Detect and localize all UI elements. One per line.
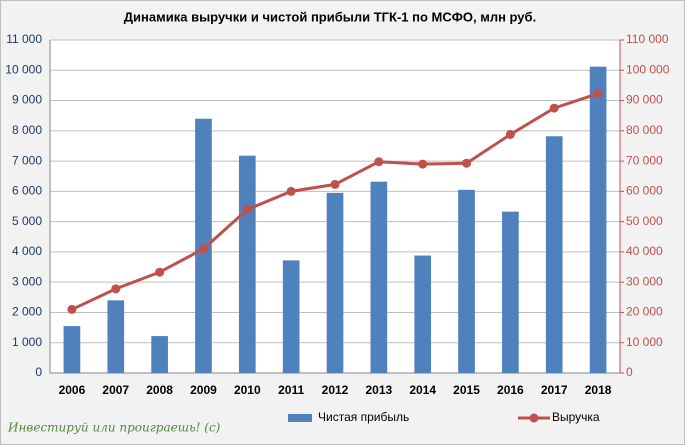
line-marker	[67, 304, 77, 314]
y2-tick-label: 70 000	[626, 153, 663, 167]
bar	[151, 336, 168, 373]
x-tick-label: 2006	[59, 383, 86, 397]
bar	[414, 255, 432, 373]
x-tick-label: 2011	[278, 383, 304, 397]
line-marker	[505, 129, 515, 139]
x-tick-label: 2007	[102, 383, 129, 397]
y2-tick-label: 110 000	[626, 32, 669, 46]
y2-tick-label: 50 000	[626, 214, 663, 228]
y2-tick-label: 30 000	[626, 274, 663, 288]
bar	[589, 66, 607, 373]
y-tick-label: 11 000	[6, 32, 42, 46]
y2-tick-label: 60 000	[626, 184, 663, 198]
line-marker	[330, 179, 340, 189]
x-tick-label: 2009	[190, 383, 217, 397]
line-marker	[155, 267, 165, 277]
y2-tick-label: 100 000	[626, 62, 670, 76]
y-tick-label: 2 000	[12, 305, 42, 319]
line-marker	[111, 284, 121, 294]
bar	[238, 155, 256, 373]
x-tick-label: 2015	[453, 383, 480, 397]
bar	[545, 136, 563, 373]
chart-title: Динамика выручки и чистой прибыли ТГК-1 …	[124, 9, 536, 24]
x-tick-label: 2008	[146, 383, 173, 397]
line-marker	[418, 159, 428, 169]
y2-tick-label: 80 000	[626, 123, 663, 137]
y-tick-label: 3 000	[12, 274, 42, 288]
bar	[458, 189, 475, 373]
x-tick-label: 2013	[365, 383, 392, 397]
y2-tick-label: 20 000	[626, 305, 663, 319]
y-tick-label: 8 000	[12, 123, 42, 137]
y2-tick-label: 10 000	[626, 335, 663, 349]
legend-label: Чистая прибыль	[318, 410, 409, 424]
y2-tick-label: 0	[626, 365, 633, 379]
x-tick-label: 2016	[497, 383, 524, 397]
legend-label: Выручка	[552, 410, 600, 424]
y-tick-label: 10 000	[5, 62, 42, 76]
line-marker	[374, 157, 384, 167]
legend-swatch	[288, 414, 312, 422]
bar	[282, 260, 300, 373]
x-tick-label: 2010	[234, 383, 261, 397]
y-tick-label: 5 000	[12, 214, 42, 228]
y2-tick-label: 90 000	[626, 93, 663, 107]
y-tick-label: 7 000	[12, 153, 42, 167]
bar	[502, 211, 519, 373]
legend-swatch	[529, 413, 539, 423]
line-marker	[242, 205, 252, 215]
line-marker	[198, 244, 208, 254]
line-marker	[286, 186, 296, 196]
x-tick-label: 2018	[585, 383, 612, 397]
y-tick-label: 4 000	[12, 244, 42, 258]
line-marker	[593, 89, 603, 99]
line-marker	[462, 158, 472, 168]
x-tick-label: 2017	[541, 383, 568, 397]
y-tick-label: 6 000	[12, 184, 42, 198]
y-tick-label: 1 000	[12, 335, 42, 349]
line-marker	[549, 103, 559, 113]
bar	[63, 326, 81, 373]
y-tick-label: 9 000	[12, 93, 42, 107]
y-tick-label: 0	[35, 365, 42, 379]
y2-tick-label: 40 000	[626, 244, 663, 258]
x-tick-label: 2014	[409, 383, 436, 397]
bar	[326, 192, 344, 373]
bar	[107, 300, 125, 373]
bar	[370, 181, 388, 373]
watermark: Инвестируй или проиграешь! (c)	[7, 421, 221, 435]
x-tick-label: 2012	[322, 383, 349, 397]
